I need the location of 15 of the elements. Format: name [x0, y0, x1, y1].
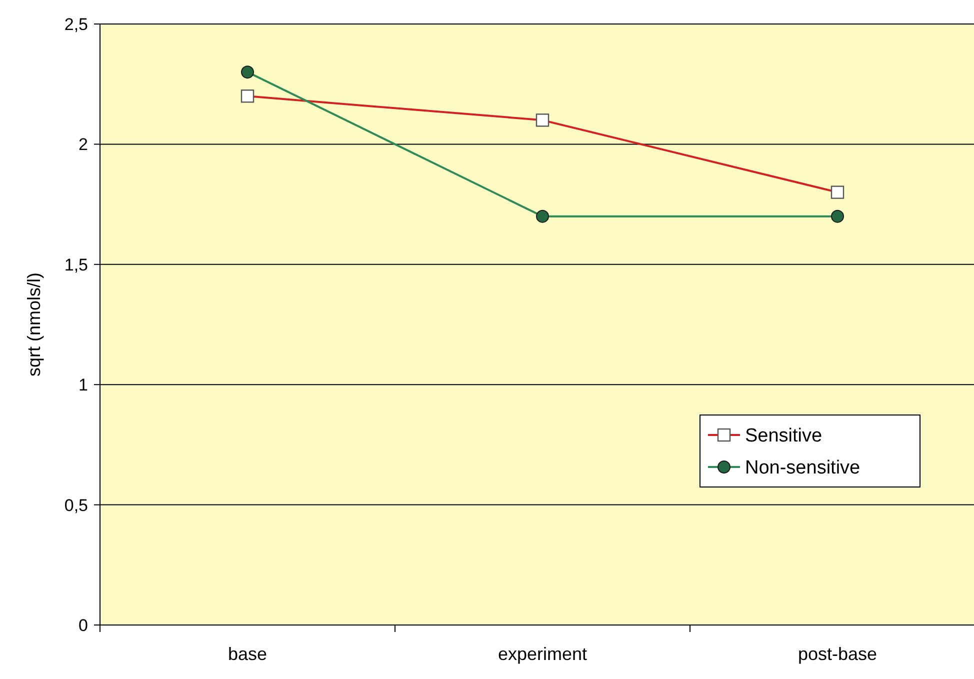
legend-label: Sensitive: [745, 426, 822, 447]
y-tick-label: 0: [78, 616, 88, 635]
point: [536, 210, 549, 223]
y-tick-label: 1,5: [64, 255, 88, 274]
point: [241, 66, 254, 79]
y-tick-label: 2: [78, 135, 88, 154]
y-tick-label: 1: [78, 376, 88, 395]
x-tick-label: post-base: [798, 644, 878, 664]
x-tick-label: base: [228, 644, 268, 664]
point: [831, 210, 844, 223]
x-tick-label: experiment: [498, 644, 588, 664]
y-tick-label: 2,5: [64, 14, 88, 34]
y-tick-label: 0,5: [64, 496, 88, 515]
y-axis-title: sqrt (nmols/l): [24, 272, 44, 377]
legend-label: Non-sensitive: [745, 458, 860, 479]
